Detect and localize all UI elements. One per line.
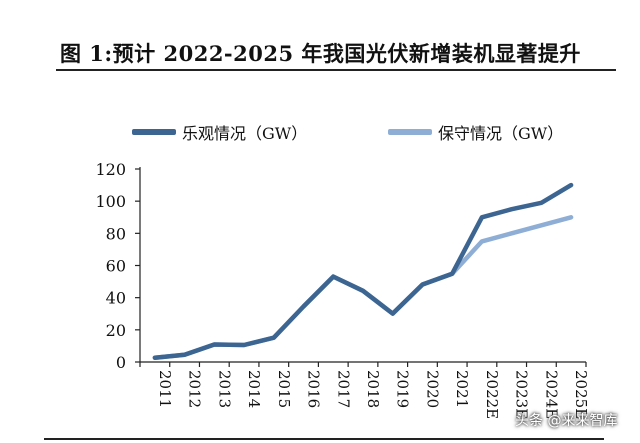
legend-label-conservative: 保守情况（GW） — [438, 124, 564, 143]
x-tick-label: 2016 — [305, 370, 323, 408]
x-tick-label: 2025E — [572, 370, 590, 419]
x-tick-label: 2021 — [453, 370, 471, 408]
legend-swatch-optimistic — [132, 129, 176, 135]
y-tick-label: 20 — [106, 321, 126, 340]
legend-swatch-conservative — [388, 129, 432, 135]
legend-item-optimistic: 乐观情况（GW） — [132, 122, 308, 143]
x-tick-label: 2020 — [423, 370, 441, 408]
legend-label-optimistic: 乐观情况（GW） — [182, 124, 308, 143]
x-tick-label: 2022E — [483, 370, 501, 419]
x-tick-label: 2015 — [275, 370, 293, 408]
y-tick-label: 40 — [106, 289, 126, 308]
x-tick-label: 2014 — [245, 370, 263, 408]
figure-title: 图 1:预计 2022-2025 年我国光伏新增装机显著提升 — [60, 41, 581, 66]
series-line-optimistic — [152, 182, 574, 360]
x-tick-label: 2023E — [513, 370, 531, 419]
x-tick-label: 2024E — [542, 370, 560, 419]
x-tick-label: 2012 — [186, 370, 204, 408]
title-divider — [56, 69, 616, 71]
y-tick-label: 100 — [95, 192, 126, 211]
x-tick-label: 2011 — [156, 370, 174, 408]
y-tick-label: 80 — [106, 224, 126, 243]
x-tick-label: 2013 — [215, 370, 233, 408]
y-tick-label: 60 — [106, 257, 126, 276]
y-tick-label: 120 — [95, 160, 126, 179]
x-tick-label: 2017 — [334, 370, 352, 408]
legend-item-conservative: 保守情况（GW） — [388, 122, 564, 143]
series-line-conservative — [152, 215, 574, 360]
x-tick-label: 2018 — [364, 370, 382, 408]
x-tick-label: 2019 — [394, 370, 412, 408]
y-tick-label: 0 — [116, 353, 126, 372]
bottom-divider — [44, 438, 604, 440]
figure-header: 图 1:预计 2022-2025 年我国光伏新增装机显著提升 — [0, 0, 640, 71]
watermark: 头条 @来来智库 — [515, 413, 618, 429]
